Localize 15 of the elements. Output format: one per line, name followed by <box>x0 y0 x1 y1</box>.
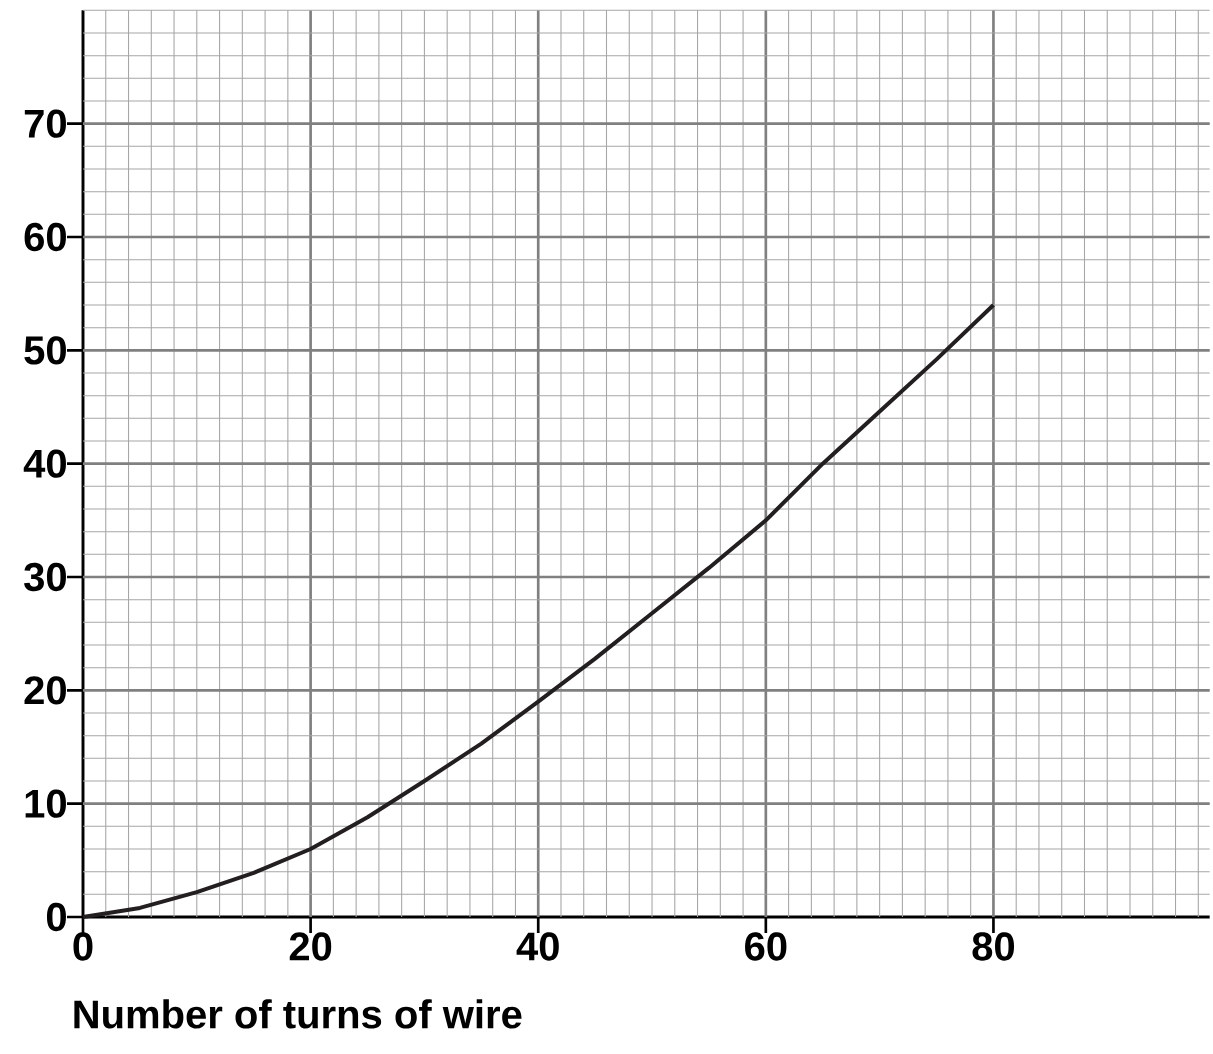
y-tick-label: 60 <box>24 222 66 252</box>
y-tick-label: 70 <box>24 109 66 138</box>
y-tick-label: 10 <box>25 789 66 818</box>
y-tick-label: 40 <box>23 449 66 478</box>
x-tick-label: 80 <box>972 932 1015 961</box>
x-tick-label: 60 <box>745 932 787 961</box>
x-tick-label: 20 <box>289 932 332 961</box>
y-tick-label: 30 <box>24 562 66 592</box>
y-tick-label: 0 <box>46 902 66 932</box>
y-tick-label: 50 <box>24 336 66 365</box>
y-tick-label: 20 <box>24 676 66 705</box>
x-axis-title: Number of turns of wire <box>74 999 522 1029</box>
x-tick-label: 40 <box>516 932 559 961</box>
x-tick-label: 0 <box>73 932 93 961</box>
line-series <box>81 303 996 919</box>
